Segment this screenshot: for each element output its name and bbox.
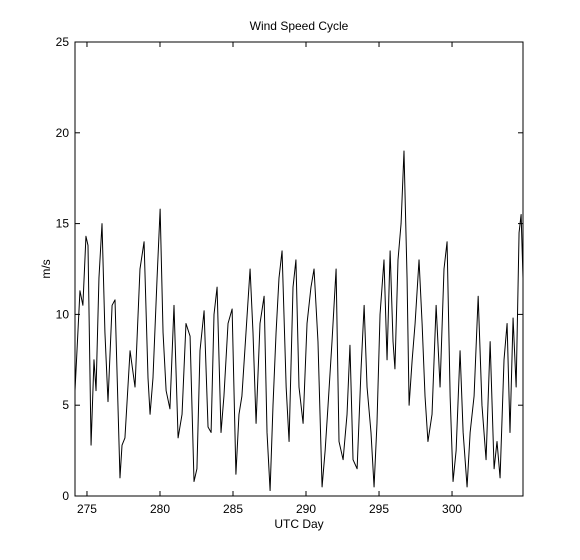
x-axis-label: UTC Day [274,517,323,531]
x-tick-label: 300 [442,502,462,516]
data-line [74,150,524,492]
y-tick-label: 25 [56,35,70,49]
x-tick-label: 275 [77,502,97,516]
chart-title: Wind Speed Cycle [250,19,349,33]
y-tick-label: 0 [62,489,69,503]
x-tick-label: 290 [296,502,316,516]
y-tick-label: 20 [56,126,70,140]
y-axis-label: m/s [39,259,53,278]
plot-box [74,41,524,497]
y-tick-label: 10 [56,307,70,321]
x-tick-label: 295 [369,502,389,516]
y-tick-label: 5 [62,398,69,412]
x-tick-label: 280 [150,502,170,516]
x-tick-label: 285 [223,502,243,516]
y-tick-label: 15 [56,217,70,231]
